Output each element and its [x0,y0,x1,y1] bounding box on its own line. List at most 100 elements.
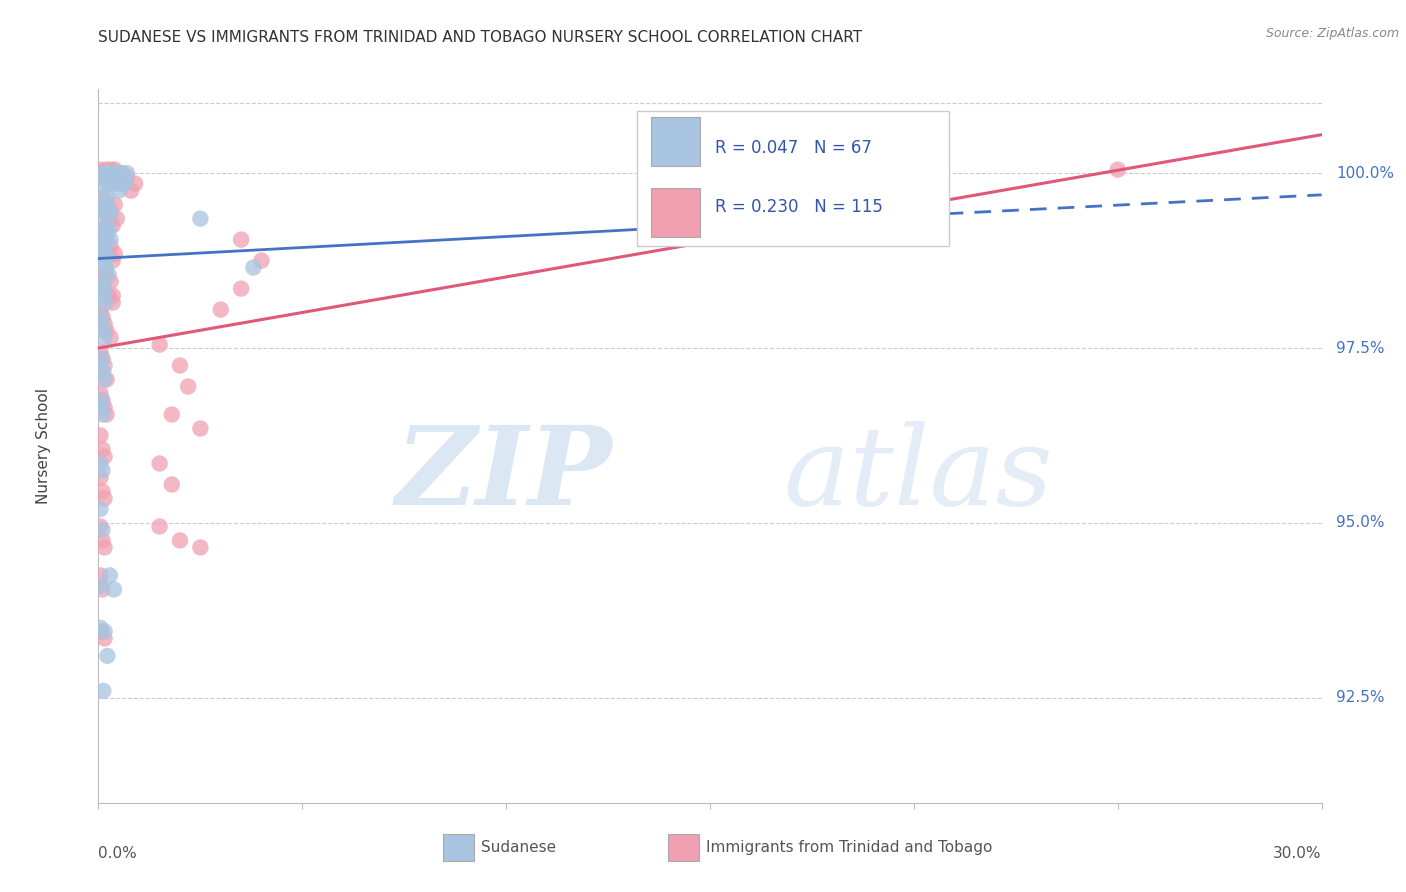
Point [91,191,114,205]
Point [111,177,134,191]
Point [90,275,112,289]
Text: 97.5%: 97.5% [1336,341,1385,356]
Point [89,579,111,593]
Point [90,393,112,408]
Point [111,166,134,180]
Point [97,222,120,236]
Point [97,288,120,302]
Point [112,173,135,187]
Point [101,219,124,233]
Point [177,379,200,393]
Point [89,401,111,415]
Point [93,541,115,555]
Point [91,582,114,597]
Point [91,229,114,244]
Point [93,317,115,331]
Point [209,302,232,317]
Point [93,282,115,296]
Point [93,169,115,184]
Point [105,166,128,180]
Point [188,211,212,226]
Point [89,246,111,260]
Point [98,568,121,582]
Text: ZIP: ZIP [395,421,612,528]
Point [90,243,112,257]
Point [97,169,120,184]
Point [93,359,115,373]
Point [89,310,111,324]
Point [90,197,112,211]
Point [90,215,112,229]
Point [96,648,118,663]
Point [89,621,111,635]
Point [91,408,114,422]
Point [91,191,114,205]
Point [101,173,124,187]
Point [115,166,138,180]
Point [149,457,172,471]
Point [89,222,111,236]
Point [93,204,115,219]
Point [93,632,115,646]
Point [759,215,782,229]
Point [103,582,125,597]
Point [91,366,114,380]
Point [89,428,111,442]
Point [97,268,120,282]
Point [108,184,131,198]
Point [101,288,124,302]
Point [93,201,115,215]
Point [91,463,114,477]
Point [1107,162,1129,177]
FancyBboxPatch shape [637,111,949,246]
Point [93,401,115,415]
Point [103,166,125,180]
Point [91,166,114,180]
Point [149,337,172,351]
Point [89,233,111,247]
Point [108,166,131,180]
Point [91,253,114,268]
Point [91,351,114,366]
Point [94,173,117,187]
Point [89,470,111,484]
Text: 100.0%: 100.0% [1336,166,1395,181]
Point [96,191,118,205]
Point [96,268,118,282]
Point [188,421,212,435]
Point [91,166,114,180]
FancyBboxPatch shape [651,117,700,166]
Point [242,260,264,275]
Point [100,233,122,247]
Point [250,253,273,268]
Point [89,177,111,191]
Text: R = 0.047   N = 67: R = 0.047 N = 67 [714,139,872,157]
Point [91,684,114,698]
Point [96,372,118,386]
Point [94,260,117,275]
Point [100,204,122,219]
Point [104,162,127,177]
Point [93,222,115,236]
Point [91,288,114,302]
Point [110,177,132,191]
Point [100,275,122,289]
Point [104,246,127,260]
Point [104,197,127,211]
Point [91,442,114,457]
Point [91,310,114,324]
Point [91,275,114,289]
Point [97,177,120,191]
Point [101,295,124,310]
Point [105,169,128,184]
Point [100,208,122,222]
Point [169,533,191,548]
Point [94,236,117,251]
Point [96,233,118,247]
Text: 0.0%: 0.0% [98,846,138,861]
Point [90,171,112,186]
Point [96,226,118,240]
Point [89,302,111,317]
Point [100,330,122,344]
Point [89,502,111,516]
